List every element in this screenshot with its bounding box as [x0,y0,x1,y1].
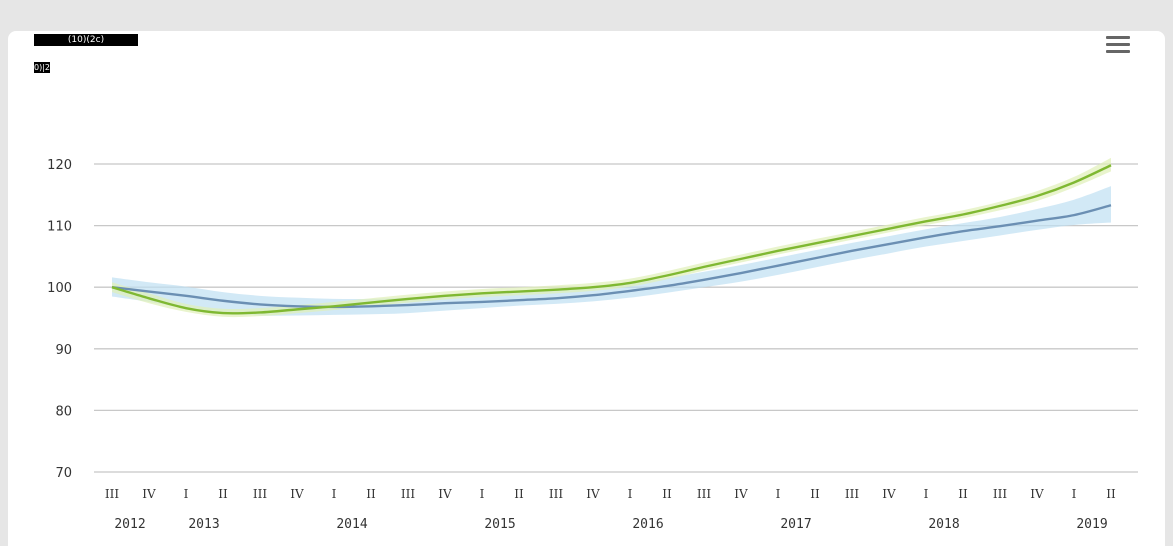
quarter-tick-label: II [514,487,524,501]
quarter-tick-label: I [1072,487,1077,501]
quarter-tick-label: IV [1030,487,1044,501]
year-tick-label: 2012 [114,517,145,532]
year-tick-label: 2019 [1076,517,1107,532]
quarter-tick-label: IV [290,487,304,501]
quarter-tick-label: III [401,487,415,501]
quarter-tick-label: III [253,487,267,501]
quarter-tick-label: III [845,487,859,501]
menu-bar [1106,50,1130,53]
series-line-1 [111,164,1112,315]
quarter-tick-label: III [549,487,563,501]
quarter-tick-label: II [1106,487,1116,501]
series-line-0 [111,204,1112,309]
menu-bar [1106,36,1130,39]
quarter-tick-label: IV [438,487,452,501]
quarter-tick-label: I [924,487,929,501]
year-tick-label: 2014 [336,517,367,532]
quarter-tick-label: III [105,487,119,501]
quarter-tick-label: IV [734,487,748,501]
legend-label-box: (10)(2c) [34,34,138,46]
quarter-tick-label: II [810,487,820,501]
quarter-tick-label: II [366,487,376,501]
confidence-band-0 [112,186,1111,316]
y-tick-label: 120 [47,158,72,173]
quarter-tick-label: I [184,487,189,501]
year-tick-label: 2017 [780,517,811,532]
hamburger-menu-icon[interactable] [1106,36,1130,58]
legend-label-box-small: 0)|2 [34,62,50,73]
year-tick-label: 2015 [484,517,515,532]
quarter-tick-label: IV [142,487,156,501]
quarter-tick-label: I [776,487,781,501]
quarter-tick-label: II [662,487,672,501]
quarter-tick-label: III [993,487,1007,501]
quarter-tick-label: III [697,487,711,501]
quarter-tick-label: I [628,487,633,501]
quarter-tick-label: IV [882,487,896,501]
y-tick-label: 90 [55,343,72,358]
year-tick-label: 2018 [928,517,959,532]
menu-bar [1106,43,1130,46]
y-tick-label: 70 [55,466,72,481]
quarter-tick-label: I [332,487,337,501]
y-tick-label: 100 [47,281,72,296]
quarter-tick-label: IV [586,487,600,501]
y-tick-label: 80 [55,404,72,419]
quarter-tick-label: II [958,487,968,501]
quarter-tick-label: I [480,487,485,501]
quarter-tick-label: II [218,487,228,501]
year-tick-label: 2016 [632,517,663,532]
y-tick-label: 110 [47,220,72,235]
year-tick-label: 2013 [188,517,219,532]
